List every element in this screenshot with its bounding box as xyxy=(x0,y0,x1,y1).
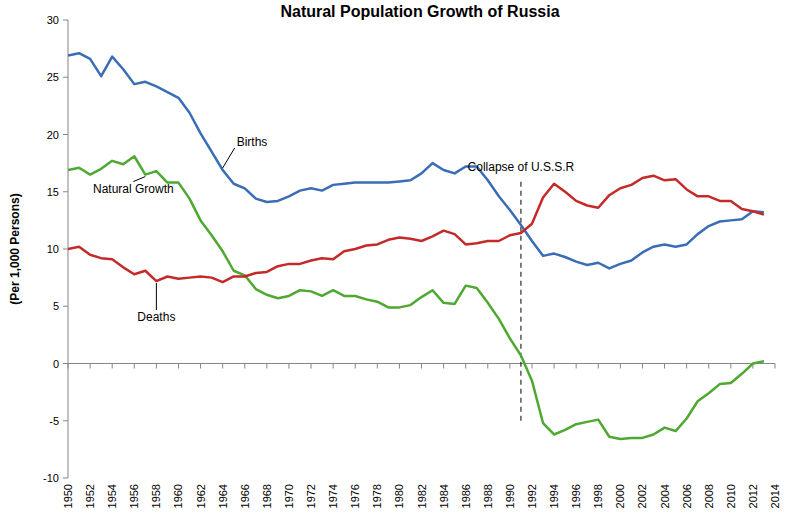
x-tick-label: 1964 xyxy=(217,484,229,508)
x-tick-label: 1986 xyxy=(460,484,472,508)
x-tick-label: 1958 xyxy=(150,484,162,508)
annotation-text: Collapse of U.S.S.R xyxy=(468,160,575,174)
y-tick xyxy=(63,249,68,250)
y-tick xyxy=(63,306,68,307)
x-tick-label: 2002 xyxy=(636,484,648,508)
y-tick xyxy=(63,363,68,364)
x-tick-label: 1970 xyxy=(283,484,295,508)
y-tick xyxy=(63,20,68,21)
x-tick xyxy=(598,364,599,369)
x-tick xyxy=(642,364,643,369)
x-tick xyxy=(333,364,334,369)
x-tick-label: 2008 xyxy=(703,484,715,508)
x-tick xyxy=(134,364,135,369)
x-tick xyxy=(399,364,400,369)
series-line xyxy=(68,53,764,268)
plot-area xyxy=(68,53,764,439)
x-tick-label: 1972 xyxy=(305,484,317,508)
x-tick xyxy=(90,364,91,369)
y-tick-label: 0 xyxy=(53,358,59,370)
x-tick xyxy=(509,364,510,369)
y-tick-label: 25 xyxy=(47,71,59,83)
x-tick-label: 1962 xyxy=(195,484,207,508)
x-tick-label: 1974 xyxy=(327,484,339,508)
x-tick xyxy=(686,364,687,369)
x-tick xyxy=(664,364,665,369)
x-tick-label: 2006 xyxy=(681,484,693,508)
x-tick xyxy=(244,364,245,369)
x-tick-label: 1952 xyxy=(84,484,96,508)
x-tick xyxy=(775,364,776,369)
x-tick xyxy=(708,364,709,369)
x-tick xyxy=(112,364,113,369)
x-tick xyxy=(377,364,378,369)
x-tick-label: 1988 xyxy=(482,484,494,508)
y-tick xyxy=(63,134,68,135)
x-tick-label: 1994 xyxy=(548,484,560,508)
x-tick xyxy=(576,364,577,369)
x-tick xyxy=(487,364,488,369)
x-tick-label: 1998 xyxy=(592,484,604,508)
x-tick xyxy=(311,364,312,369)
series-label: Deaths xyxy=(137,310,175,324)
x-tick xyxy=(465,364,466,369)
x-tick-label: 1982 xyxy=(416,484,428,508)
x-tick-label: 1980 xyxy=(393,484,405,508)
x-tick-label: 1968 xyxy=(261,484,273,508)
annotation-line xyxy=(520,180,521,420)
x-tick xyxy=(421,364,422,369)
label-leader xyxy=(156,283,157,310)
x-tick xyxy=(355,364,356,369)
x-tick xyxy=(200,364,201,369)
series-line xyxy=(68,156,764,439)
x-tick xyxy=(266,364,267,369)
y-tick xyxy=(63,478,68,479)
x-tick xyxy=(156,364,157,369)
x-tick-label: 1950 xyxy=(62,484,74,508)
x-tick xyxy=(730,364,731,369)
y-tick xyxy=(63,77,68,78)
y-tick xyxy=(63,420,68,421)
x-tick-label: 2004 xyxy=(659,484,671,508)
x-tick-label: 2000 xyxy=(614,484,626,508)
x-tick-label: 2014 xyxy=(769,484,781,508)
x-tick xyxy=(222,364,223,369)
series-label: Births xyxy=(237,135,268,149)
y-tick-label: 5 xyxy=(53,300,59,312)
x-tick-label: 2012 xyxy=(747,484,759,508)
x-tick-label: 1996 xyxy=(570,484,582,508)
x-tick-label: 1954 xyxy=(106,484,118,508)
x-tick xyxy=(554,364,555,369)
x-tick-label: 1992 xyxy=(526,484,538,508)
x-tick xyxy=(68,364,69,369)
x-tick-label: 1966 xyxy=(239,484,251,508)
x-tick xyxy=(443,364,444,369)
y-tick xyxy=(63,191,68,192)
x-tick xyxy=(620,364,621,369)
series-label: Natural Growth xyxy=(93,182,174,196)
series-line xyxy=(68,176,764,282)
chart: Natural Population Growth of Russia (Per … xyxy=(0,0,800,523)
y-tick-label: -10 xyxy=(43,472,59,484)
x-tick-label: 1956 xyxy=(128,484,140,508)
x-tick-label: 1976 xyxy=(349,484,361,508)
y-tick-label: 20 xyxy=(47,129,59,141)
y-tick-label: 30 xyxy=(47,14,59,26)
x-tick-label: 1978 xyxy=(371,484,383,508)
x-tick-label: 1984 xyxy=(438,484,450,508)
y-tick-label: 10 xyxy=(47,243,59,255)
x-tick xyxy=(531,364,532,369)
y-tick-label: -5 xyxy=(49,415,59,427)
x-tick xyxy=(178,364,179,369)
x-tick xyxy=(288,364,289,369)
label-leader xyxy=(223,148,235,168)
y-tick-label: 15 xyxy=(47,186,59,198)
title: Natural Population Growth of Russia xyxy=(280,3,559,20)
x-tick-label: 2010 xyxy=(725,484,737,508)
x-tick-label: 1990 xyxy=(504,484,516,508)
x-tick-label: 1960 xyxy=(172,484,184,508)
y-axis-label: (Per 1,000 Persons) xyxy=(8,193,22,304)
